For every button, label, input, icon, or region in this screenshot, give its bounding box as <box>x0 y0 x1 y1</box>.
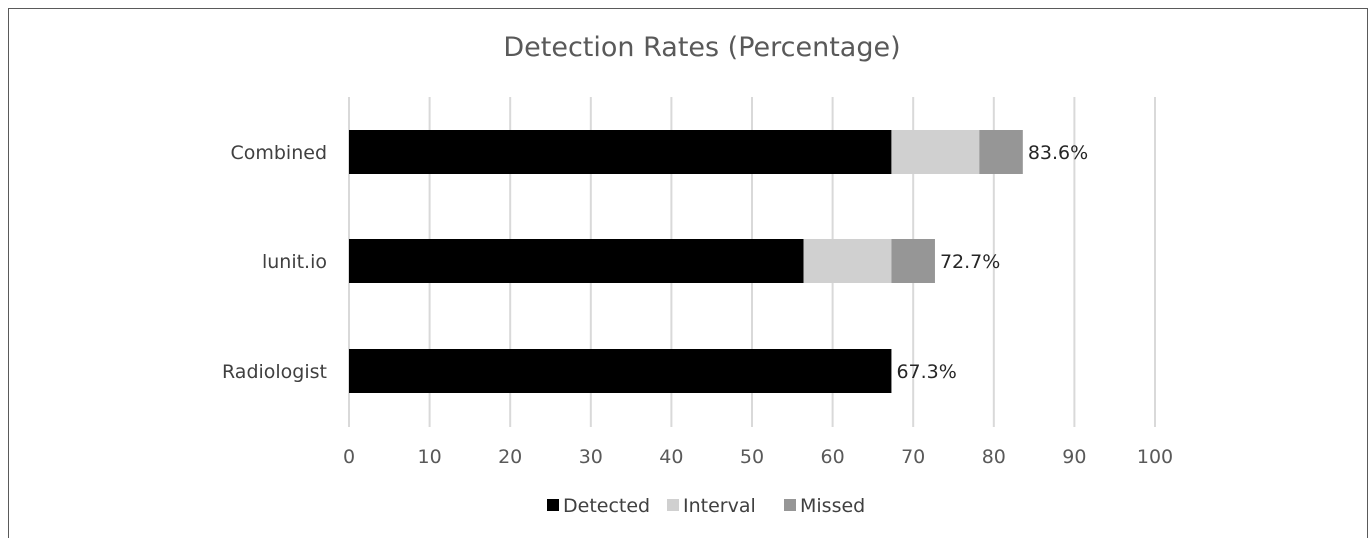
bars <box>349 130 1023 393</box>
data-label: 83.6% <box>1028 142 1088 164</box>
legend: Detected Interval Missed <box>547 495 865 517</box>
legend-label: Interval <box>683 495 756 517</box>
x-tick-label: 70 <box>901 446 925 468</box>
x-tick-label: 60 <box>821 446 845 468</box>
bar-missed-1 <box>891 239 935 283</box>
legend-swatch-detected <box>547 499 559 511</box>
bar-detected-0 <box>349 130 892 174</box>
x-tick-label: 50 <box>740 446 764 468</box>
category-label: Combined <box>230 142 327 164</box>
x-tick-label: 30 <box>579 446 603 468</box>
category-labels: Combined lunit.io Radiologist <box>222 142 327 383</box>
x-tick-label: 80 <box>982 446 1006 468</box>
x-tick-label: 20 <box>498 446 522 468</box>
legend-label: Detected <box>563 495 650 517</box>
x-tick-label: 10 <box>418 446 442 468</box>
x-tick-label: 100 <box>1137 446 1173 468</box>
data-labels: 83.6% 72.7% 67.3% <box>896 142 1088 383</box>
bar-interval-1 <box>803 239 892 283</box>
bar-interval-0 <box>891 130 980 174</box>
bar-detected-1 <box>349 239 804 283</box>
category-label: lunit.io <box>262 251 327 273</box>
bar-missed-0 <box>979 130 1023 174</box>
legend-label: Missed <box>800 495 865 517</box>
x-tick-labels: 0 10 20 30 40 50 60 70 80 90 100 <box>343 446 1173 468</box>
legend-swatch-interval <box>667 499 679 511</box>
x-tick-label: 40 <box>659 446 683 468</box>
bar-detected-2 <box>349 349 892 393</box>
x-tick-label: 0 <box>343 446 355 468</box>
category-label: Radiologist <box>222 361 327 383</box>
data-label: 72.7% <box>940 251 1000 273</box>
chart-title: Detection Rates (Percentage) <box>503 32 900 63</box>
data-label: 67.3% <box>896 361 956 383</box>
legend-swatch-missed <box>784 499 796 511</box>
x-tick-label: 90 <box>1062 446 1086 468</box>
